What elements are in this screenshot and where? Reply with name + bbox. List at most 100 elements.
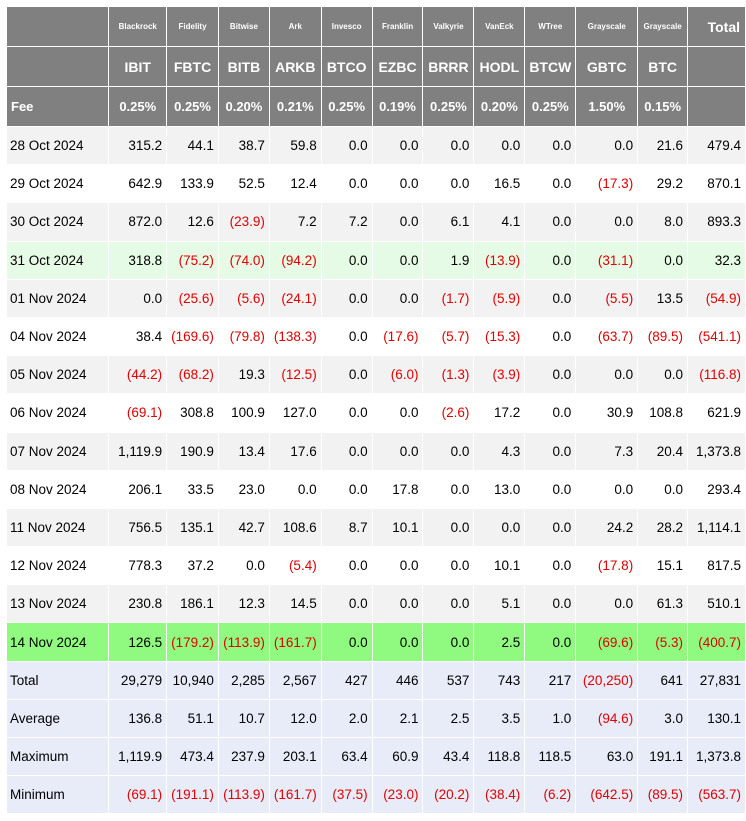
flow-cell: (23.9) [217,202,270,242]
flow-cell: (5.6) [217,278,270,318]
flow-cell: 20.4 [637,431,689,471]
flow-cell: (94.2) [268,240,322,280]
flow-cell: 0.0 [524,202,577,242]
flow-cell: (75.2) [166,240,219,280]
summary-row: Average 136.8 51.1 10.7 12.0 2.0 2.1 2.5 3.5 1.0(… [5,698,746,739]
flow-cell: 10.1 [371,507,424,548]
flow-cell: 0.0 [320,164,373,204]
flow-cell: 16.5 [473,164,526,204]
summary-total: (563.7) [687,775,746,815]
row-total: (400.7) [687,622,746,662]
flow-cell: 23.0 [217,469,270,509]
summary-cell: 118.8 [473,736,526,777]
fee-value: 0.25% [166,86,219,127]
flow-cell: 13.0 [473,469,526,509]
row-date: 13 Nov 2024 [5,584,110,624]
ticker-header: BTC [637,46,689,87]
flow-cell: 29.2 [637,164,689,204]
ticker-header: FBTC [166,46,219,87]
flow-cell: 0.0 [422,164,475,204]
flow-cell: 108.6 [268,507,322,548]
flow-cell: 0.0 [371,240,424,280]
provider-header: Invesco [320,6,373,47]
provider-header: Franklin [371,6,424,47]
flow-cell: 42.7 [217,507,270,548]
flow-cell: 190.9 [166,431,219,471]
flow-cell: (25.6) [166,278,219,318]
flow-cell: 0.0 [637,469,689,509]
flow-cell: 24.2 [575,507,639,548]
flow-cell: 0.0 [524,316,577,357]
provider-header: Bitwise [217,6,270,47]
table-row: 01 Nov 2024 0.0 (25.6) (5.6) (24.1) 0.0 0.0 (1.… [5,278,746,318]
flow-cell: 0.0 [524,546,577,586]
flow-cell: 0.0 [320,278,373,318]
flow-cell: (2.6) [422,393,475,433]
summary-cell: 1.0 [524,698,577,739]
flow-cell: (24.1) [268,278,322,318]
flow-cell: 28.2 [637,507,689,548]
flow-cell: 17.8 [371,469,424,509]
flow-cell: 0.0 [320,584,373,624]
summary-cell: (38.4) [473,775,526,815]
flow-cell: (113.9) [217,622,270,662]
flow-cell: (13.9) [473,240,526,280]
table-row: 08 Nov 2024 206.1 33.5 23.0 0.0 0.0 17.8 0.0 13.… [5,469,746,509]
flow-cell: (69.1) [108,393,168,433]
summary-cell: 10,940 [166,660,219,700]
flow-cell: (17.3) [575,164,639,204]
row-total: (116.8) [687,355,746,395]
flow-cell: 0.0 [422,431,475,471]
flow-cell: 642.9 [108,164,168,204]
summary-row: Maximum 1,119.9 473.4 237.9 203.1 63.4 60.9 43.… [5,736,746,777]
flow-cell: 19.3 [217,355,270,395]
flow-cell: (1.3) [422,355,475,395]
flow-cell: 13.4 [217,431,270,471]
table-row: 14 Nov 2024 126.5 (179.2) (113.9) (161.7) 0.0… [5,622,746,662]
flow-cell: 4.1 [473,202,526,242]
summary-cell: 136.8 [108,698,168,739]
summary-cell: 641 [637,660,689,700]
summary-cell: 473.4 [166,736,219,777]
summary-label: Minimum [5,775,110,815]
fee-label: Fee [5,86,110,127]
ticker-header: GBTC [575,46,639,87]
flow-cell: 318.8 [108,240,168,280]
flow-cell: 126.5 [108,622,168,662]
flow-cell: (68.2) [166,355,219,395]
flow-cell: (89.5) [637,316,689,357]
flow-cell: 38.4 [108,316,168,357]
summary-cell: (94.6) [575,698,639,739]
summary-cell: 203.1 [268,736,322,777]
row-date: 31 Oct 2024 [5,240,110,280]
flow-cell: 0.0 [320,355,373,395]
table-row: 31 Oct 2024 318.8 (75.2) (74.0) (94.2) 0.0 0.0… [5,240,746,280]
ticker-header: EZBC [371,46,424,87]
ticker-header: ARKB [268,46,322,87]
flow-cell: 1.9 [422,240,475,280]
summary-cell: (20,250) [575,660,639,700]
fee-value: 0.25% [524,86,577,127]
flow-cell: 0.0 [473,507,526,548]
flow-cell: 0.0 [371,125,424,166]
flow-cell: 4.3 [473,431,526,471]
flow-cell: 0.0 [575,355,639,395]
flow-cell: 0.0 [217,546,270,586]
flow-cell: 308.8 [166,393,219,433]
flow-cell: 13.5 [637,278,689,318]
fee-value: 0.15% [637,86,689,127]
flow-cell: 0.0 [422,125,475,166]
corner-cell [5,46,110,87]
flow-cell: (1.7) [422,278,475,318]
flow-cell: 0.0 [524,622,577,662]
provider-header: VanEck [473,6,526,47]
flow-cell: (44.2) [108,355,168,395]
flow-cell: 1,119.9 [108,431,168,471]
table-row: 07 Nov 2024 1,119.9 190.9 13.4 17.6 0.0 0.0 0.0… [5,431,746,471]
flow-cell: 12.6 [166,202,219,242]
flow-cell: 0.0 [320,393,373,433]
row-total: 32.3 [687,240,746,280]
fee-value: 1.50% [575,86,639,127]
provider-header: WTree [524,6,577,47]
ticker-header: BTCO [320,46,373,87]
